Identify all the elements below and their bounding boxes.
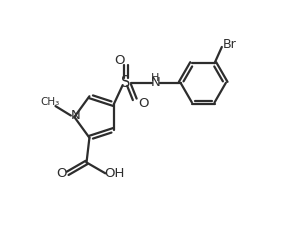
Text: S: S	[121, 75, 131, 90]
Text: Br: Br	[223, 37, 237, 51]
Text: N: N	[71, 109, 81, 122]
Text: N: N	[150, 76, 160, 89]
Text: OH: OH	[104, 167, 124, 180]
Text: H: H	[151, 73, 159, 83]
Text: O: O	[138, 98, 149, 110]
Text: O: O	[56, 167, 67, 180]
Text: O: O	[115, 54, 125, 67]
Text: CH₃: CH₃	[41, 97, 60, 107]
